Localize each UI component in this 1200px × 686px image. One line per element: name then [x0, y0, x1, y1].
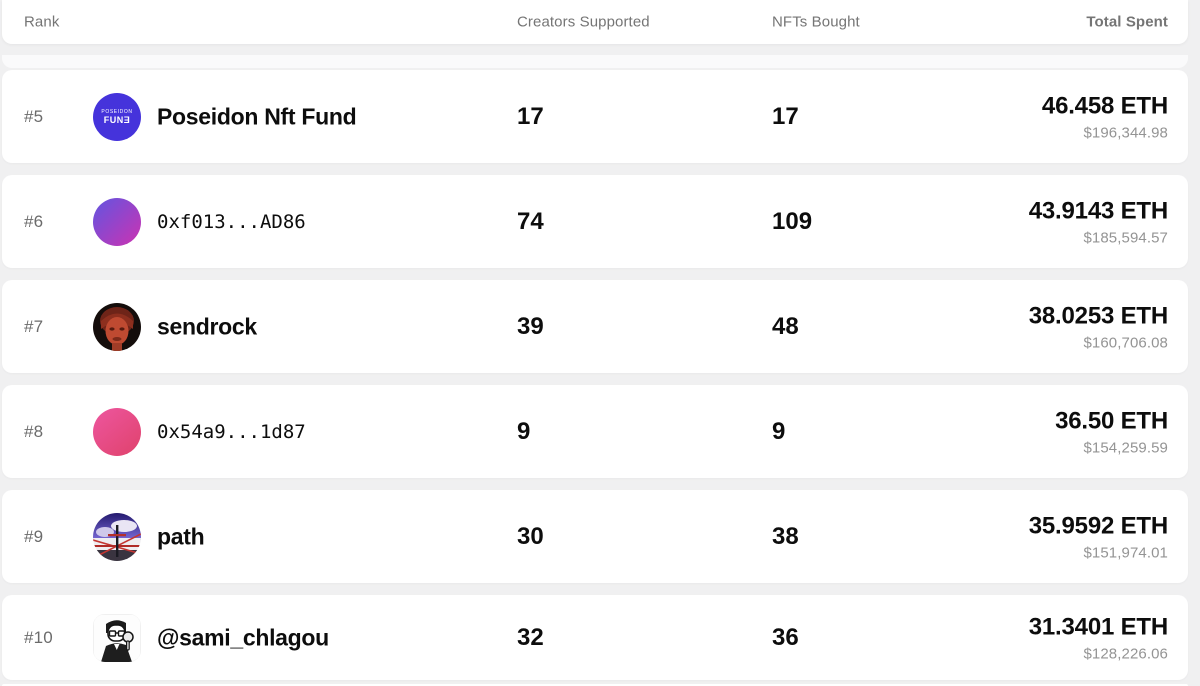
total-spent: 38.0253 ETH $160,706.08: [1029, 302, 1168, 351]
collector-address: 0xf013...AD86: [157, 210, 306, 233]
collector-address: 0x54a9...1d87: [157, 420, 306, 443]
sendrock-avatar: [93, 302, 141, 351]
nfts-bought-value: 36: [772, 623, 799, 651]
nfts-bought-value: 38: [772, 522, 799, 550]
total-spent: 36.50 ETH $154,259.59: [1055, 407, 1168, 456]
next-row-edge: [2, 684, 1188, 686]
avatar-text: FUNƎ: [103, 114, 131, 125]
nfts-bought-value: 48: [772, 312, 799, 340]
creators-supported-column-header[interactable]: Creators Supported: [517, 13, 650, 31]
table-header: Rank Creators Supported NFTs Bought Tota…: [2, 0, 1188, 44]
eth-amount: 43.9143 ETH: [1028, 197, 1168, 224]
rank-label: #9: [24, 526, 44, 546]
table-row[interactable]: #10 @sami_chlagou 32 36 31.3401 ETH $128…: [2, 595, 1188, 680]
collector-name: path: [157, 523, 205, 549]
sami-chlagou-avatar: [93, 613, 141, 662]
rank-label: #6: [24, 211, 44, 231]
creators-supported-value: 9: [517, 417, 531, 445]
usd-amount: $160,706.08: [1083, 334, 1168, 351]
avatar-text: POSEIDON: [101, 108, 133, 115]
eth-amount: 46.458 ETH: [1041, 92, 1168, 119]
eth-amount: 35.9592 ETH: [1028, 512, 1168, 539]
total-spent: 43.9143 ETH $185,594.57: [1029, 197, 1168, 246]
rank-label: #10: [24, 627, 53, 647]
nfts-bought-value: 109: [772, 207, 813, 235]
total-spent: 31.3401 ETH $128,226.06: [1029, 613, 1168, 662]
usd-amount: $185,594.57: [1083, 229, 1168, 246]
table-row[interactable]: #9 path 30: [2, 490, 1188, 583]
eth-amount: 36.50 ETH: [1055, 407, 1168, 434]
total-spent-column-header[interactable]: Total Spent: [1086, 13, 1168, 31]
eth-amount: 31.3401 ETH: [1028, 613, 1168, 640]
nfts-bought-column-header[interactable]: NFTs Bought: [772, 13, 860, 31]
total-spent: 46.458 ETH $196,344.98: [1042, 92, 1168, 141]
creators-supported-value: 32: [517, 623, 544, 651]
comic-portrait-image: [93, 613, 141, 662]
usd-amount: $196,344.98: [1083, 124, 1168, 141]
rank-label: #5: [24, 106, 44, 126]
usd-amount: $154,259.59: [1083, 439, 1168, 456]
poseidon-fund-avatar: POSEIDON FUNƎ: [93, 92, 141, 141]
nfts-bought-value: 17: [772, 102, 799, 130]
table-row[interactable]: #7 sendrock 39 48 38.0253 ETH $160,706.0…: [2, 280, 1188, 373]
creators-supported-value: 39: [517, 312, 544, 340]
collector-name: @sami_chlagou: [157, 624, 329, 650]
nfts-bought-value: 9: [772, 417, 786, 445]
creators-supported-value: 30: [517, 522, 544, 550]
purple-gradient-avatar: [93, 197, 141, 246]
path-avatar: [93, 512, 141, 561]
eth-amount: 38.0253 ETH: [1028, 302, 1168, 329]
table-row[interactable]: #6 0xf013...AD86 74 109 43.9143 ETH $185…: [2, 175, 1188, 268]
rank-column-header: Rank: [24, 13, 60, 31]
table-row[interactable]: #5 POSEIDON FUNƎ Poseidon Nft Fund 17 17…: [2, 70, 1188, 163]
total-spent: 35.9592 ETH $151,974.01: [1029, 512, 1168, 561]
collector-name: Poseidon Nft Fund: [157, 103, 357, 129]
creators-supported-value: 74: [517, 207, 544, 235]
collector-name: sendrock: [157, 313, 257, 339]
rank-label: #8: [24, 421, 44, 441]
previous-row-edge: [2, 55, 1188, 68]
rank-label: #7: [24, 316, 44, 336]
pink-gradient-avatar: [93, 407, 141, 456]
usd-amount: $151,974.01: [1083, 544, 1168, 561]
anime-scene-image: [93, 512, 141, 561]
usd-amount: $128,226.06: [1083, 645, 1168, 662]
creators-supported-value: 17: [517, 102, 544, 130]
red-portrait-image: [93, 302, 141, 351]
table-row[interactable]: #8 0x54a9...1d87 9 9 36.50 ETH $154,259.…: [2, 385, 1188, 478]
